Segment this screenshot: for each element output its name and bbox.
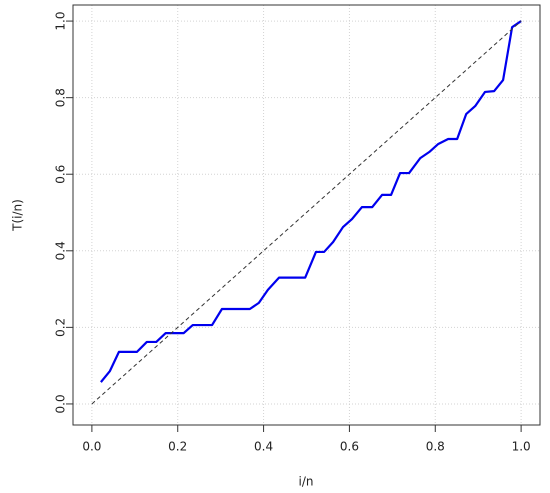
x-tick-label: 1.0 [512,440,531,454]
series-line [91,20,522,405]
x-tick-label: 0.0 [82,440,101,454]
y-tick-label: 0.8 [54,88,68,107]
y-tick-label: 0.2 [54,318,68,337]
y-axis-label: T(i/n) [11,199,25,232]
y-tick-label: 0.4 [54,241,68,260]
plot-frame [72,4,541,426]
x-tick-label: 0.8 [426,440,445,454]
x-axis-label: i/n [299,475,314,489]
y-tick-label: 0.0 [54,394,68,413]
x-tick-label: 0.6 [340,440,359,454]
y-tick-label: 1.0 [54,12,68,31]
x-tick-label: 0.2 [168,440,187,454]
y-tick-label: 0.6 [54,165,68,184]
x-tick-label: 0.4 [254,440,273,454]
series-line [100,20,522,383]
